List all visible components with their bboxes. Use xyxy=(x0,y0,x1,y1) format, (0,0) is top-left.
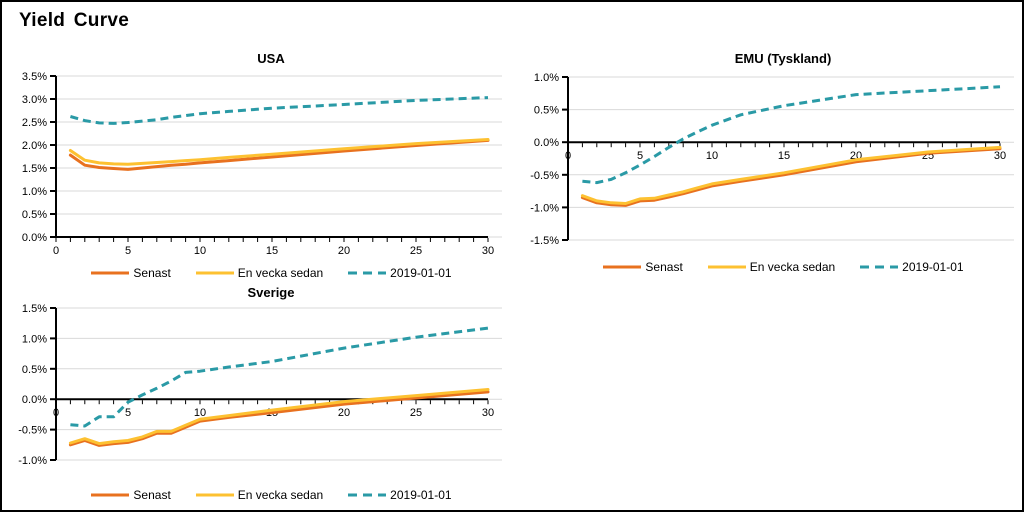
svg-text:-1.0%: -1.0% xyxy=(18,455,47,464)
svg-text:3.5%: 3.5% xyxy=(22,71,47,83)
chart-legend-sverige: Senast En vecka sedan 2019-01-01 xyxy=(32,488,510,502)
svg-text:0: 0 xyxy=(565,150,571,162)
legend-label: En vecka sedan xyxy=(237,266,324,280)
svg-text:-0.5%: -0.5% xyxy=(18,425,47,437)
legend-label: En vecka sedan xyxy=(237,488,324,502)
legend-label: Senast xyxy=(645,260,683,274)
svg-text:30: 30 xyxy=(994,150,1006,162)
legend-label: 2019-01-01 xyxy=(390,488,452,502)
chart-title-emu: EMU (Tyskland) xyxy=(734,51,832,66)
svg-text:2.5%: 2.5% xyxy=(22,117,47,129)
svg-text:0.5%: 0.5% xyxy=(22,209,47,221)
legend-item-en_vecka_sedan: En vecka sedan xyxy=(707,260,835,274)
legend-swatch-jan2019-dashed-line xyxy=(860,265,899,269)
svg-text:25: 25 xyxy=(410,407,422,419)
svg-text:0.5%: 0.5% xyxy=(534,105,559,117)
legend-label: Senast xyxy=(133,266,171,280)
svg-text:0.5%: 0.5% xyxy=(22,364,47,376)
legend-swatch-en_vecka_sedan-line xyxy=(195,493,234,497)
legend-item-senast: Senast xyxy=(90,266,171,280)
legend-label: 2019-01-01 xyxy=(390,266,452,280)
chart-emu: EMU (Tyskland) 1.0% 0.5% 0.0% -0.5% -1.0% -1.… xyxy=(520,48,1022,274)
legend-item-en_vecka_sedan: En vecka sedan xyxy=(195,488,323,502)
chart-plot-usa: 3.5% 3.0% 2.5% 2.0% 1.5% 1.0% 0.5% 0.0% 0 5 10 15 20… xyxy=(22,71,502,257)
legend-item-en_vecka_sedan: En vecka sedan xyxy=(195,266,323,280)
svg-text:30: 30 xyxy=(482,407,494,419)
legend-item-jan2019: 2019-01-01 xyxy=(859,260,964,274)
chart-plot-emu: 1.0%0.5%0.0%-0.5%-1.0%-1.5%0 5 10 15 20 25 30 xyxy=(530,72,1014,247)
svg-text:0: 0 xyxy=(53,245,59,257)
svg-text:2.0%: 2.0% xyxy=(22,140,47,152)
svg-text:10: 10 xyxy=(706,150,718,162)
chart-legend-usa: Senast En vecka sedan 2019-01-01 xyxy=(32,266,510,280)
svg-text:5: 5 xyxy=(125,245,131,257)
legend-label: En vecka sedan xyxy=(749,260,836,274)
svg-text:25: 25 xyxy=(410,245,422,257)
svg-text:1.5%: 1.5% xyxy=(22,304,47,315)
svg-text:30: 30 xyxy=(482,245,494,257)
legend-swatch-jan2019-dashed-line xyxy=(348,493,387,497)
svg-text:-0.5%: -0.5% xyxy=(530,170,559,182)
svg-text:-1.5%: -1.5% xyxy=(530,235,559,247)
svg-text:1.5%: 1.5% xyxy=(22,163,47,175)
chart-title-usa: USA xyxy=(257,51,285,66)
chart-plot-sverige: 1.5%1.0%0.5%0.0%-0.5%-1.0%0 5 10 15 20 25 30 xyxy=(18,304,502,464)
page-title: Yield Curve xyxy=(19,10,130,31)
svg-text:0.0%: 0.0% xyxy=(22,394,47,406)
svg-text:-1.0%: -1.0% xyxy=(530,202,559,214)
svg-text:1.0%: 1.0% xyxy=(22,333,47,345)
legend-swatch-senast-line xyxy=(603,265,642,269)
legend-item-jan2019: 2019-01-01 xyxy=(347,488,452,502)
svg-text:15: 15 xyxy=(778,150,790,162)
svg-text:10: 10 xyxy=(194,407,206,419)
svg-text:0: 0 xyxy=(53,407,59,419)
legend-item-senast: Senast xyxy=(602,260,683,274)
chart-title-sverige: Sverige xyxy=(247,285,295,300)
legend-swatch-senast-line xyxy=(91,271,130,275)
legend-swatch-en_vecka_sedan-line xyxy=(707,265,746,269)
chart-usa: USA 3.5% 3.0% 2.5% 2.0% 1.5% 1.0% 0.5% 0.0% 0 5 10… xyxy=(8,48,510,280)
legend-swatch-en_vecka_sedan-line xyxy=(195,271,234,275)
svg-text:1.0%: 1.0% xyxy=(22,186,47,198)
legend-label: Senast xyxy=(133,488,171,502)
svg-text:0.0%: 0.0% xyxy=(534,137,559,149)
legend-item-jan2019: 2019-01-01 xyxy=(347,266,452,280)
svg-text:1.0%: 1.0% xyxy=(534,72,559,84)
legend-swatch-jan2019-dashed-line xyxy=(348,271,387,275)
legend-label: 2019-01-01 xyxy=(902,260,964,274)
svg-text:20: 20 xyxy=(338,245,350,257)
svg-text:5: 5 xyxy=(637,150,643,162)
svg-text:0.0%: 0.0% xyxy=(22,232,47,244)
svg-text:15: 15 xyxy=(266,245,278,257)
chart-sverige: Sverige 1.5% 1.0% 0.5% 0.0% -0.5% -1.0% 0 5 10 15… xyxy=(8,282,510,502)
svg-text:20: 20 xyxy=(338,407,350,419)
legend-item-senast: Senast xyxy=(90,488,171,502)
legend-swatch-senast-line xyxy=(91,493,130,497)
svg-text:3.0%: 3.0% xyxy=(22,94,47,106)
svg-text:10: 10 xyxy=(194,245,206,257)
svg-text:5: 5 xyxy=(125,407,131,419)
chart-legend-emu: Senast En vecka sedan 2019-01-01 xyxy=(544,260,1022,274)
